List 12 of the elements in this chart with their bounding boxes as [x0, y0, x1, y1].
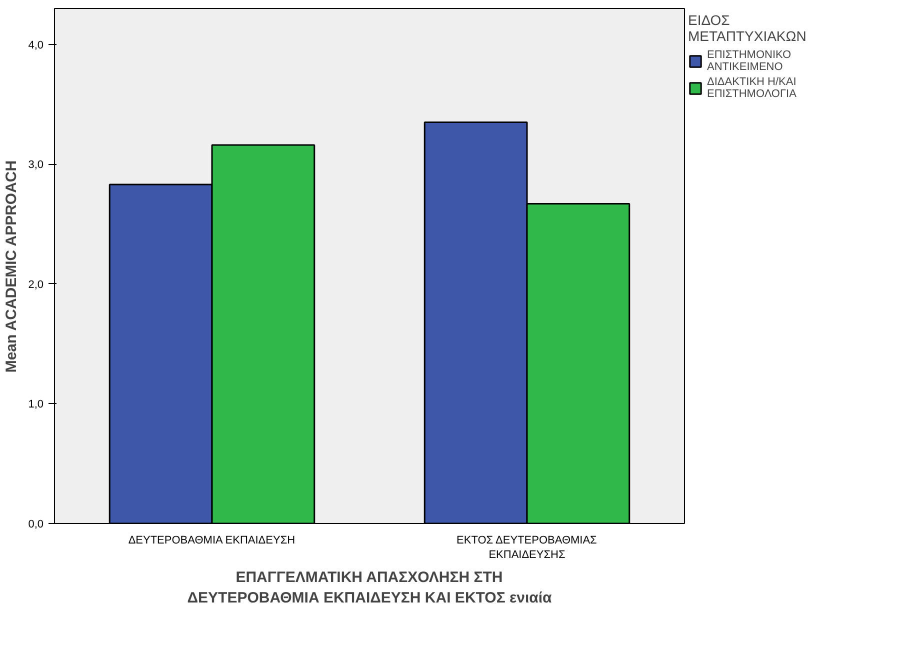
y-tick-label: 4,0	[28, 39, 44, 52]
y-tick-label: 1,0	[28, 398, 44, 411]
legend-title: ΕΙΔΟΣ ΜΕΤΑΠΤΥΧΙΑΚΩΝ	[688, 12, 806, 44]
legend-label: ΔΙΔΑΚΤΙΚΗ Η/ΚΑΙ ΕΠΙΣΤΗΜΟΛΟΓΙΑ	[707, 76, 796, 100]
y-axis-title: Mean ACADEMIC APPROACH	[3, 160, 20, 373]
x-axis-title: ΕΠΑΓΓΕΛΜΑΤΙΚΗ ΑΠΑΣΧΟΛΗΣΗ ΣΤΗ ΔΕΥΤΕΡΟΒΑΘΜΙΑ ΕΚΠΑΙΔΕΥΣΗ ΚΑΙ ΕΚΤΟΣ ενιαία	[187, 568, 553, 606]
x-tick-label: ΕΚΤΟΣ ΔΕΥΤΕΡΟΒΑΘΜΙΑΣ ΕΚΠΑΙΔΕΥΣΗΣ	[456, 534, 598, 561]
legend-label: ΕΠΙΣΤΗΜΟΝΙΚΟ ΑΝΤΙΚΕΙΜΕΝΟ	[707, 49, 792, 73]
y-tick-label: 0,0	[28, 518, 44, 530]
y-tick-label: 3,0	[28, 159, 44, 172]
y-tick-label: 2,0	[28, 278, 44, 291]
x-tick-label: ΔΕΥΤΕΡΟΒΑΘΜΙΑ ΕΚΠΑΙΔΕΥΣΗ	[128, 534, 296, 546]
